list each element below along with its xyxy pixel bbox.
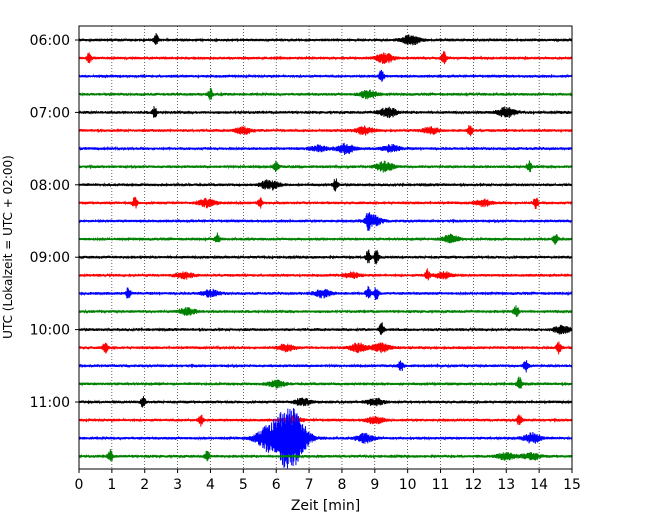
y-tick-label: 11:00 xyxy=(30,395,70,411)
x-tick-label: 14 xyxy=(530,477,548,493)
trace-0900 xyxy=(78,249,573,265)
trace-0645 xyxy=(78,87,573,101)
trace-0615 xyxy=(78,51,573,65)
x-tick-label: 6 xyxy=(272,477,281,493)
trace-1000 xyxy=(78,322,573,336)
x-axis-title: Zeit [min] xyxy=(291,498,360,514)
trace-0730 xyxy=(78,142,573,155)
x-tick-label: 13 xyxy=(497,477,515,493)
trace-1130 xyxy=(78,408,573,469)
trace-1045 xyxy=(78,376,573,389)
x-tick-label: 0 xyxy=(75,477,84,493)
x-tick-label: 7 xyxy=(305,477,314,493)
y-axis-ticks: 06:00 07:00 08:00 09:00 10:00 11:00 xyxy=(30,33,79,411)
y-tick-label: 08:00 xyxy=(30,178,70,194)
y-tick-label: 10:00 xyxy=(30,323,70,339)
trace-0700 xyxy=(78,106,573,119)
x-tick-label: 8 xyxy=(337,477,346,493)
trace-0915 xyxy=(78,268,573,281)
x-tick-label: 5 xyxy=(239,477,248,493)
y-axis-title: UTC (Lokalzeit = UTC + 02:00) xyxy=(1,155,15,339)
x-tick-label: 1 xyxy=(107,477,116,493)
x-tick-label: 2 xyxy=(140,477,149,493)
x-tick-label: 4 xyxy=(206,477,215,493)
y-tick-label: 06:00 xyxy=(30,33,70,49)
x-tick-label: 3 xyxy=(173,477,182,493)
trace-1100 xyxy=(78,396,573,408)
y-tick-label: 07:00 xyxy=(30,105,70,121)
grid-lines xyxy=(111,26,540,469)
x-tick-label: 9 xyxy=(370,477,379,493)
trace-1115 xyxy=(78,414,573,427)
y-tick-label: 09:00 xyxy=(30,250,70,266)
trace-1030 xyxy=(78,360,573,373)
trace-0945 xyxy=(78,305,573,318)
trace-0715 xyxy=(78,125,573,137)
plot-frame xyxy=(78,25,573,470)
trace-1015 xyxy=(78,341,573,355)
trace-0845 xyxy=(78,232,573,245)
x-tick-label: 12 xyxy=(464,477,482,493)
x-tick-label: 11 xyxy=(432,477,450,493)
x-tick-label: 10 xyxy=(399,477,417,493)
trace-1145 xyxy=(78,449,573,462)
trace-0830 xyxy=(78,212,573,231)
trace-0600 xyxy=(78,33,573,46)
trace-series-group xyxy=(78,33,573,469)
trace-0930 xyxy=(78,286,573,300)
trace-0630 xyxy=(78,70,573,82)
trace-0800 xyxy=(78,178,573,192)
x-axis-ticks: 0 1 2 3 4 5 6 7 8 9 10 11 12 13 14 15 xyxy=(75,469,581,493)
trace-0745 xyxy=(78,160,573,173)
x-tick-label: 15 xyxy=(563,477,581,493)
trace-0815 xyxy=(78,196,573,209)
